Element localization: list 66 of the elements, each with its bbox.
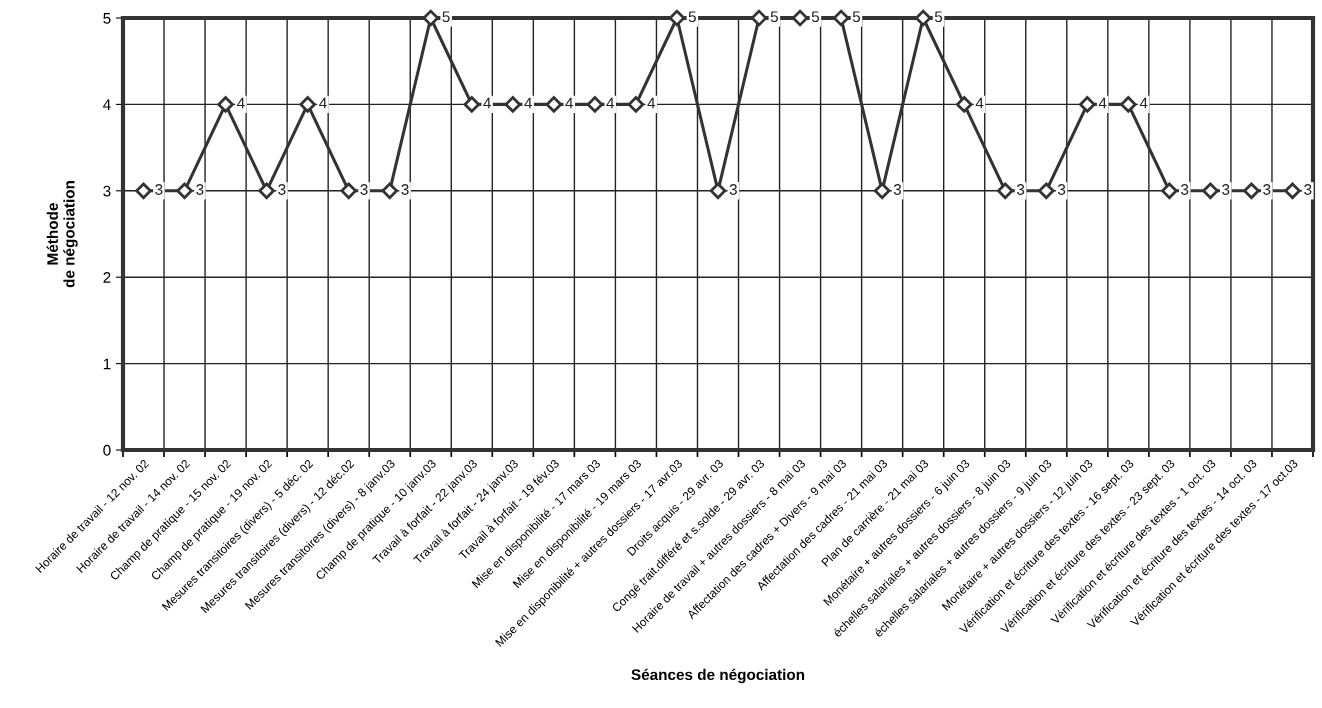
y-tick-label: 3: [103, 185, 111, 197]
data-label: 4: [319, 97, 327, 109]
data-label: 5: [934, 11, 943, 23]
point: [1079, 96, 1096, 113]
data-label: 5: [852, 11, 861, 23]
data-label: 3: [1057, 184, 1066, 195]
data-label: 3: [401, 184, 409, 195]
point: [791, 9, 809, 27]
point: [709, 182, 727, 200]
data-label: 4: [606, 97, 615, 109]
point: [1038, 182, 1055, 200]
point: [627, 96, 645, 113]
point: [1284, 182, 1301, 200]
data-label: 3: [1016, 184, 1025, 195]
data-label: 4: [237, 97, 245, 109]
point: [1243, 182, 1260, 200]
point: [668, 9, 686, 27]
data-label: 3: [278, 184, 286, 195]
point: [258, 182, 275, 200]
point: [586, 96, 604, 113]
point: [463, 96, 481, 113]
point: [299, 96, 316, 113]
y-tick-label: 2: [103, 272, 111, 283]
point: [832, 9, 850, 27]
point: [135, 182, 152, 200]
data-label: 4: [565, 97, 574, 109]
data-label: 4: [1139, 97, 1148, 109]
point: [176, 182, 193, 200]
data-label: 3: [196, 184, 204, 195]
data-label: 3: [1304, 184, 1312, 195]
y-axis-title: Méthode de négociation: [46, 181, 78, 288]
data-label: 5: [442, 11, 450, 23]
y-tick-label: 4: [103, 99, 111, 110]
point: [955, 96, 973, 113]
y-tick-label: 5: [103, 13, 111, 24]
data-label: 3: [1222, 184, 1230, 195]
data-label: 4: [647, 97, 656, 109]
data-label: 5: [770, 11, 778, 23]
y-tick-label: 1: [103, 358, 111, 370]
point: [217, 96, 234, 113]
point: [340, 182, 357, 200]
point: [996, 182, 1014, 200]
data-label: 5: [811, 11, 820, 23]
point: [1120, 96, 1137, 113]
data-label: 5: [688, 11, 696, 23]
point: [1161, 182, 1178, 200]
data-label: 3: [1263, 184, 1271, 195]
y-tick-label: 0: [103, 444, 111, 456]
point: [422, 9, 440, 27]
data-label: 3: [155, 184, 163, 195]
point: [381, 182, 398, 200]
data-label: 3: [360, 184, 368, 195]
point: [873, 182, 891, 200]
data-label: 3: [1181, 184, 1189, 195]
data-label: 3: [729, 184, 737, 195]
point: [914, 9, 932, 27]
x-axis-title: Séances de négociation: [631, 668, 805, 684]
data-label: 4: [975, 97, 984, 109]
point: [750, 9, 768, 27]
data-label: 4: [524, 97, 532, 109]
data-label: 3: [893, 184, 902, 195]
data-label: 4: [483, 97, 491, 109]
point: [1202, 182, 1219, 200]
point: [504, 96, 522, 113]
point: [545, 96, 563, 113]
data-label: 4: [1098, 97, 1107, 109]
